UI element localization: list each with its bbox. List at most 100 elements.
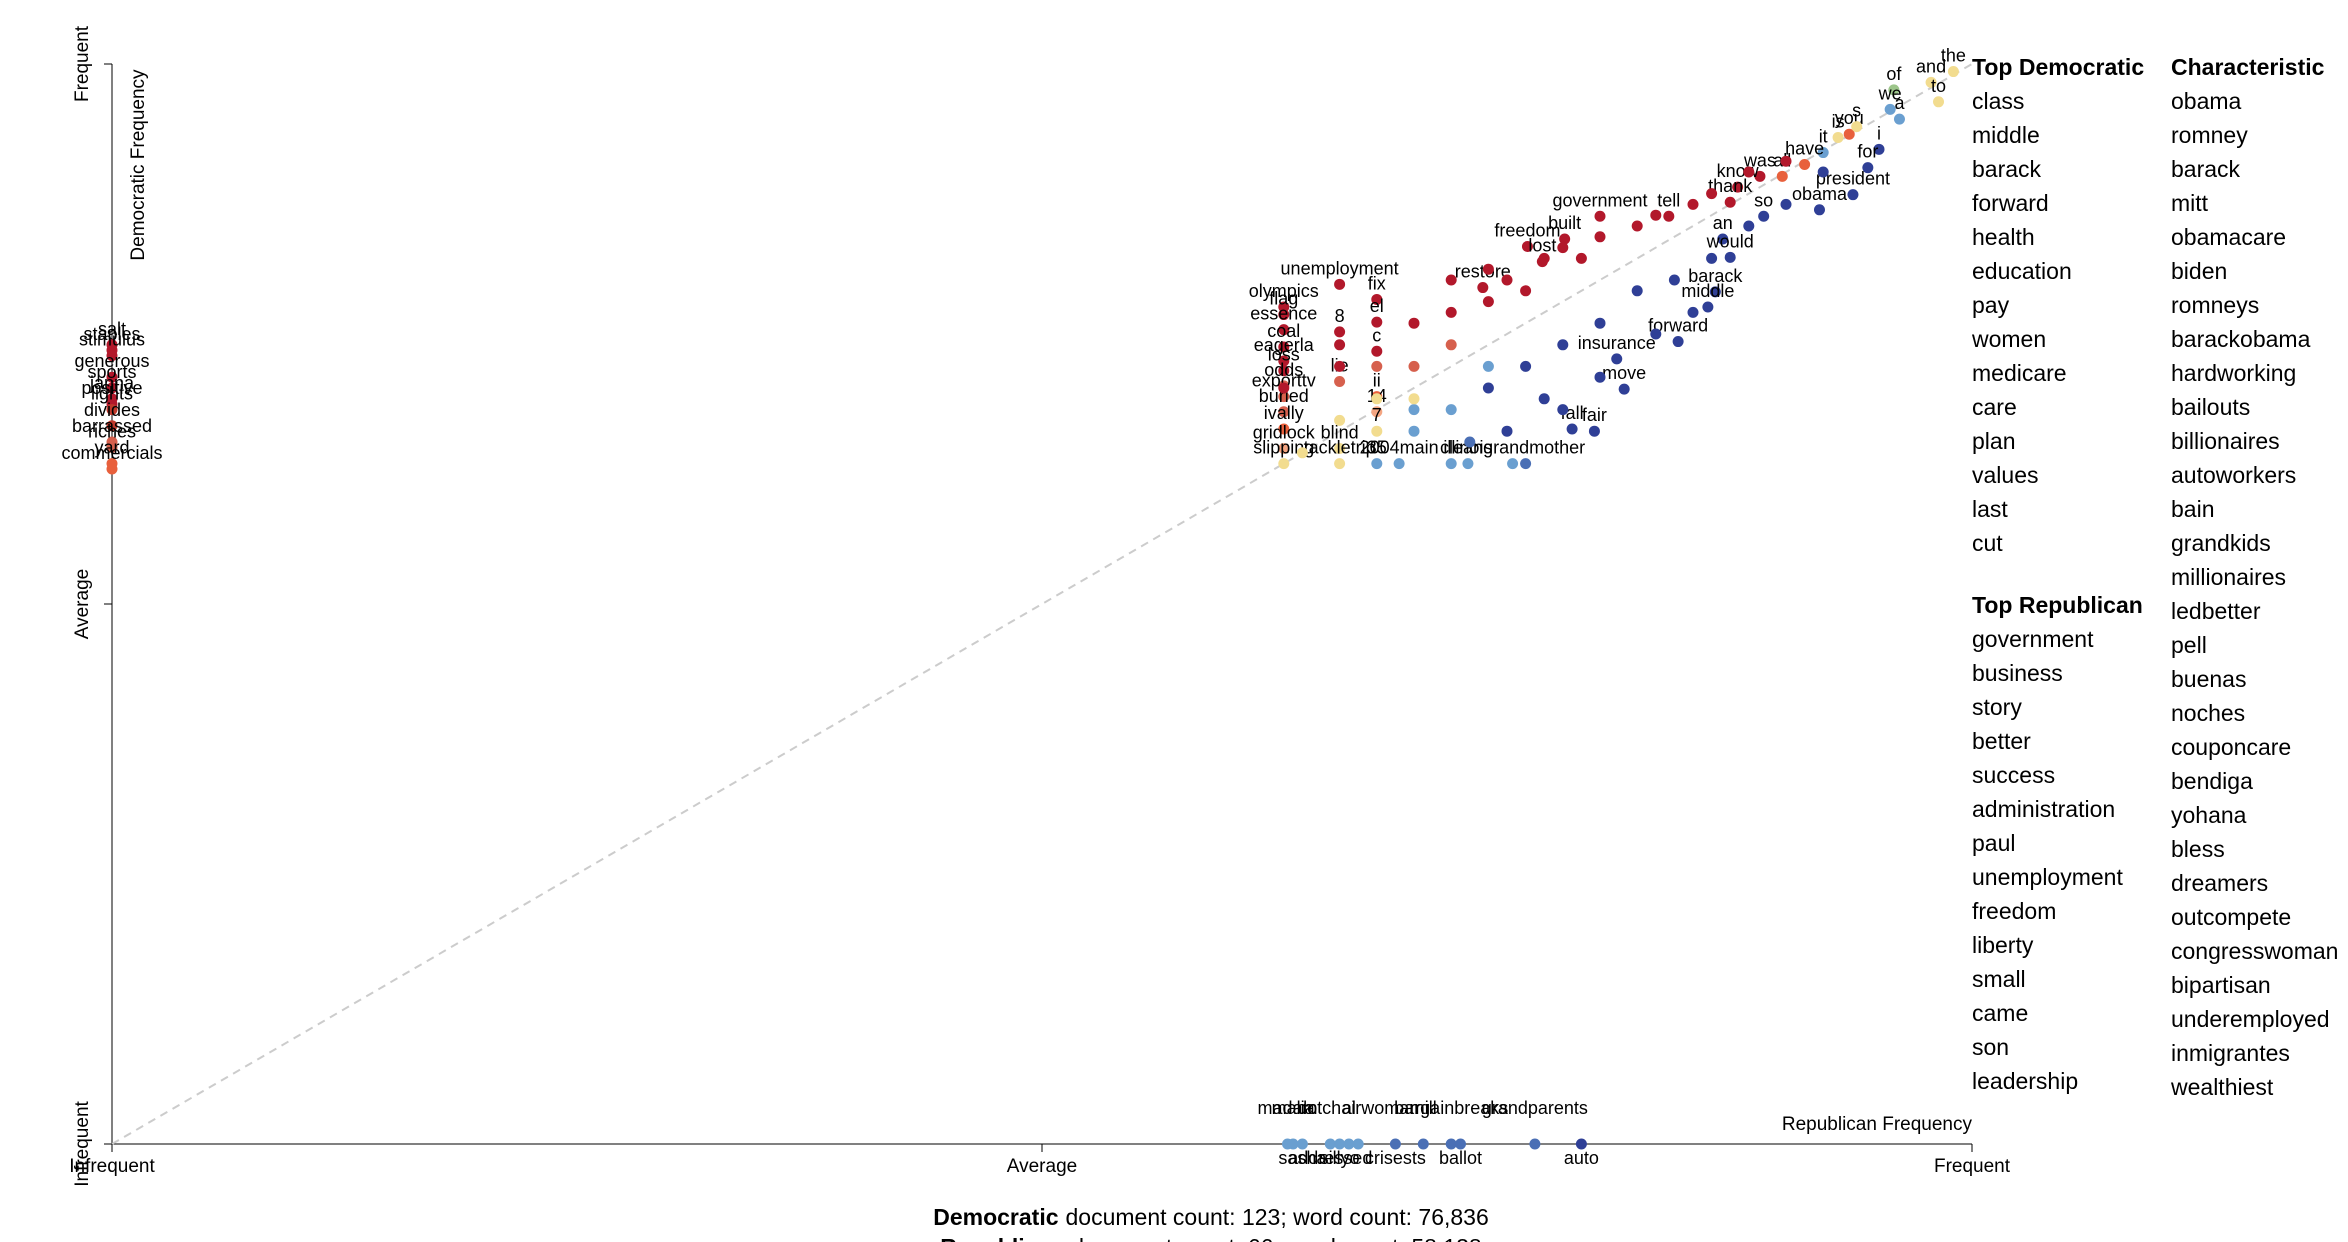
panel-term: romneys	[2171, 292, 2259, 318]
point	[1334, 458, 1346, 470]
word-label: bargainbreaks	[1394, 1098, 1508, 1118]
point	[1278, 382, 1290, 394]
x-tick-label: Infrequent	[69, 1156, 155, 1177]
x-tick-label: Frequent	[1934, 1156, 2011, 1177]
point	[1334, 414, 1346, 426]
point	[1445, 306, 1457, 318]
point	[1389, 1138, 1401, 1150]
point	[106, 463, 118, 475]
panel-term: barackobama	[2171, 326, 2311, 352]
word-label: middle	[1681, 281, 1734, 301]
point	[1278, 301, 1290, 313]
point	[1594, 371, 1606, 383]
word-label: built	[1548, 213, 1581, 233]
point	[1557, 404, 1569, 416]
panel-term: pell	[2171, 632, 2207, 658]
word-label: is	[1832, 111, 1845, 131]
point	[1687, 306, 1699, 318]
word-label: generous	[74, 351, 149, 371]
point	[1334, 339, 1346, 351]
word-label: yard	[94, 438, 129, 458]
panel-term: freedom	[1972, 898, 2056, 924]
word-label: freedom	[1494, 221, 1560, 241]
point	[1371, 345, 1383, 357]
point	[1520, 285, 1532, 297]
word-label: ii	[1373, 371, 1381, 391]
panel-term: son	[1972, 1034, 2009, 1060]
point	[1557, 242, 1569, 254]
point	[1594, 210, 1606, 222]
panel-term: medicare	[1972, 360, 2067, 386]
word-label: an	[1713, 213, 1733, 233]
word-label: buried	[1259, 386, 1309, 406]
word-label: janna	[89, 373, 135, 393]
point	[106, 350, 118, 362]
point	[1813, 204, 1825, 216]
word-label: gridlock	[1253, 422, 1316, 442]
word-label: positive	[81, 378, 142, 398]
panel-term: inmigrantes	[2171, 1040, 2290, 1066]
panel-term: better	[1972, 728, 2031, 754]
word-label: s	[1852, 101, 1861, 121]
x-axis-title: Republican Frequency	[1782, 1114, 1973, 1135]
point	[1925, 76, 1937, 88]
word-label: it	[1819, 127, 1828, 147]
point	[1278, 355, 1290, 367]
panel-term: government	[1972, 626, 2094, 652]
point	[106, 420, 118, 432]
point	[106, 441, 118, 453]
point	[1445, 339, 1457, 351]
point	[1631, 285, 1643, 297]
word-label: would	[1706, 231, 1754, 251]
panel-term: ledbetter	[2171, 598, 2261, 624]
panel-term: business	[1972, 660, 2063, 686]
point	[1520, 458, 1532, 470]
point	[1278, 423, 1290, 435]
panel-term: class	[1972, 88, 2024, 114]
panel-term: barack	[1972, 156, 2042, 182]
point	[1724, 196, 1736, 208]
point	[1343, 1138, 1355, 1150]
point	[1706, 188, 1718, 200]
point	[1482, 360, 1494, 372]
point	[1672, 336, 1684, 348]
panel-term: millionaires	[2171, 564, 2286, 590]
word-label: exporttv	[1252, 371, 1316, 391]
point	[1371, 458, 1383, 470]
point	[1477, 282, 1489, 294]
point	[1482, 296, 1494, 308]
footer-text: document count: 66; word count: 58,138	[1071, 1234, 1481, 1242]
point	[1408, 393, 1420, 405]
word-label: addressed	[1288, 1148, 1372, 1168]
point	[1575, 1138, 1587, 1150]
point	[1663, 210, 1675, 222]
point	[1371, 425, 1383, 437]
point	[1650, 328, 1662, 340]
word-label: olympics	[1249, 281, 1319, 301]
panel-term: barack	[2171, 156, 2241, 182]
footer-party: Republican	[940, 1234, 1064, 1242]
word-label: of	[1886, 64, 1902, 84]
point	[1393, 458, 1405, 470]
point	[1933, 96, 1945, 108]
panel-term: bipartisan	[2171, 972, 2271, 998]
word-label: staples	[83, 324, 140, 344]
panel-title: Top Democratic	[1972, 54, 2144, 80]
point	[1371, 360, 1383, 372]
word-label: eagerla	[1254, 335, 1315, 355]
panel-term: buenas	[2171, 666, 2246, 692]
word-label: a	[1894, 93, 1905, 113]
point	[106, 371, 118, 383]
panel-term: yohana	[2171, 802, 2247, 828]
point	[1888, 84, 1900, 96]
panel-term: couponcare	[2171, 734, 2291, 760]
panel-term: pay	[1972, 292, 2010, 318]
point	[1521, 241, 1533, 253]
point	[1462, 458, 1474, 470]
point	[1559, 233, 1571, 245]
word-label: the	[1941, 46, 1966, 66]
point	[1408, 425, 1420, 437]
point	[1817, 166, 1829, 178]
point	[106, 339, 118, 351]
point	[1334, 442, 1346, 454]
